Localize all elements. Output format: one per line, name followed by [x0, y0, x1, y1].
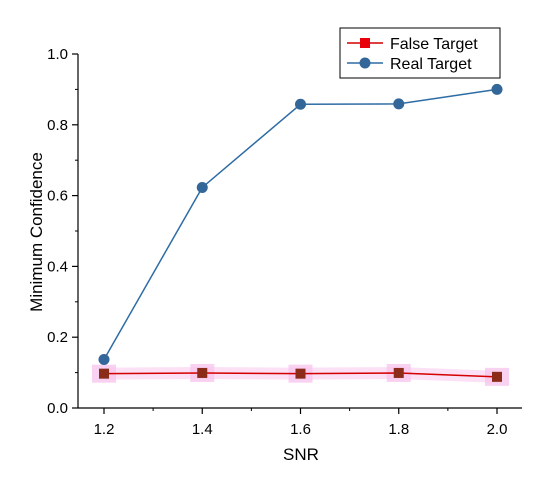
false-target-point: [197, 367, 208, 378]
y-tick-label: 0.6: [47, 188, 68, 205]
real-target-point: [98, 354, 110, 366]
real-target-point: [393, 98, 405, 110]
x-tick-label: 1.8: [388, 421, 409, 438]
false-target-point: [393, 367, 404, 378]
false-target-point: [295, 368, 306, 379]
y-axis-title: Minimum Confidence: [27, 152, 46, 312]
plot-area: 1.2 1.4 1.6 1.8 2.0 0.0 0.2 0.4 0.6 0.8 1.0: [47, 46, 522, 438]
y-tick-label: 0.8: [47, 117, 68, 134]
x-tick-label: 1.2: [94, 421, 115, 438]
legend: False Target Real Target: [339, 27, 501, 79]
legend-false-target-label: False Target: [390, 36, 478, 53]
y-tick-label: 0.2: [47, 329, 68, 346]
false-target-point: [492, 371, 502, 382]
x-axis-title: SNR: [283, 445, 319, 464]
real-target-point: [196, 181, 208, 193]
legend-box: [339, 27, 501, 79]
x-tick-label: 1.4: [192, 421, 213, 438]
real-target-line: [103, 88, 498, 360]
legend-real-target-marker: [359, 57, 371, 69]
legend-false-target-marker: [360, 38, 370, 48]
y-tick-label: 1.0: [47, 46, 68, 63]
real-target-point: [491, 83, 503, 95]
false-target-point: [99, 368, 109, 379]
real-target-point: [295, 98, 306, 110]
legend-real-target-label: Real Target: [390, 56, 472, 73]
y-tick-label: 0.4: [47, 258, 68, 275]
x-tick-label: 1.6: [290, 421, 311, 438]
y-tick-label: 0.0: [47, 400, 68, 417]
x-tick-label: 2.0: [487, 421, 508, 438]
